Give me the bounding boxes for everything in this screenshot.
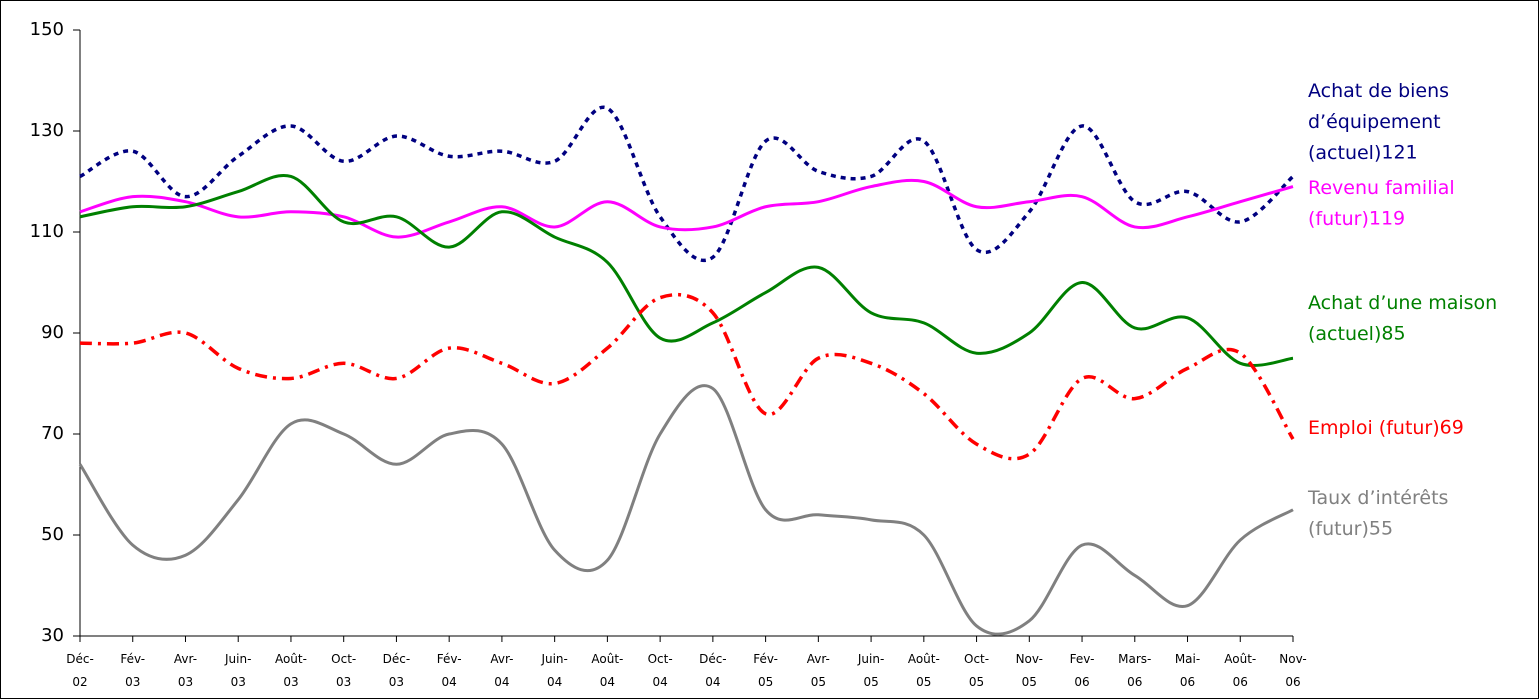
y-tick-label: 70 [41,423,64,444]
value-label: 55 [1369,518,1393,540]
x-tick-label: Fév-04 [437,652,462,689]
x-tick-label: Déc-02 [66,652,94,689]
y-tick-label: 50 [41,524,64,545]
x-tick-label: Août-04 [591,652,623,689]
series-label: Emploi (futur) [1308,417,1440,439]
x-tick-label: Mai-06 [1175,652,1200,689]
y-tick-label: 90 [41,322,64,343]
x-tick-label: Fev-06 [1070,652,1095,689]
y-tick-label: 110 [30,221,64,242]
series-line [79,178,1294,239]
series-line [79,105,1295,263]
series-label: Achat de biens d’équipement (actuel) [1308,80,1455,164]
x-tick-label: Août-06 [1224,652,1256,689]
x-tick-label: Fév-03 [120,652,145,689]
value-label: 69 [1440,417,1464,439]
y-tick-label: 30 [41,625,64,646]
x-tick-label: Avr-05 [807,652,830,689]
series-label: Achat d’une maison (actuel) [1308,292,1503,345]
value-label: 85 [1381,323,1405,345]
y-tick-label: 130 [30,120,64,141]
x-tick-label: Juin-04 [540,652,567,689]
value-label: 121 [1381,142,1417,164]
series-line [79,293,1295,461]
value-label: 119 [1369,208,1405,230]
x-tick-label: Août-03 [275,652,307,689]
x-tick-label: Déc-03 [383,652,411,689]
x-tick-label: Août-05 [908,652,940,689]
x-tick-label: Oct-03 [331,652,356,689]
x-tick-label: Avr-03 [174,652,197,689]
y-tick-label: 150 [30,19,64,40]
series-label: Revenu familial (futur) [1308,177,1461,230]
x-tick-label: Déc-04 [699,652,727,689]
x-tick-label: Mars-06 [1118,652,1151,689]
series-line [79,173,1294,367]
x-tick-label: Oct-05 [964,652,989,689]
x-tick-label: Nov-06 [1279,652,1306,689]
x-tick-label: Juin-05 [857,652,884,689]
x-tick-label: Fév-05 [753,652,778,689]
x-tick-label: Nov-05 [1016,652,1043,689]
series-line [78,384,1294,636]
series-label: Taux d’intérêts (futur) [1307,487,1454,540]
x-tick-label: Juin-03 [224,652,251,689]
x-tick-label: Avr-04 [490,652,513,689]
x-tick-label: Oct-04 [648,652,673,689]
